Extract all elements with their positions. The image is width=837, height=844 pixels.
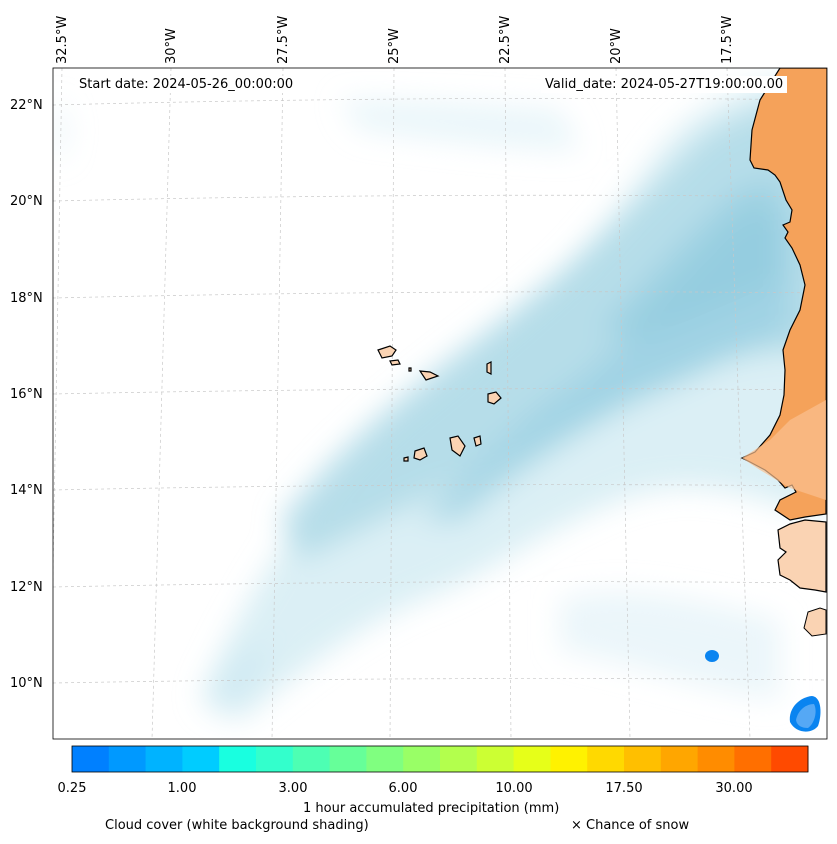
colorbar-tick-0-25: 0.25 [57, 781, 87, 796]
colorbar-tick-10-00: 10.00 [495, 781, 533, 796]
cape-verde-islands [377, 345, 502, 462]
island-santiago [449, 435, 466, 457]
colorbar-frame [71, 745, 809, 773]
colorbar-segment-17 [697, 746, 735, 772]
map-frame [52, 67, 828, 740]
start-date-label: Start date: 2024-05-26_00:00:00 [75, 76, 298, 93]
colorbar-segment-14 [587, 746, 625, 772]
precipitation-colorbar [72, 746, 809, 772]
colorbar-segment-18 [734, 746, 772, 772]
lat-label-12n: 12°N [10, 580, 43, 595]
colorbar-tick-30-00: 30.00 [715, 781, 753, 796]
lat-label-20n: 20°N [10, 194, 43, 209]
island-sao-nicolau [418, 370, 440, 381]
island-sao-vicente [389, 359, 401, 366]
island-santa-luzia [408, 367, 412, 372]
lat-label-18n: 18°N [10, 291, 43, 306]
colorbar-segment-2 [145, 746, 183, 772]
lon-label-25w: 25°W [387, 28, 402, 64]
colorbar-tick-3-00: 3.00 [278, 781, 308, 796]
precip-blob-core [796, 704, 816, 728]
lat-label-16n: 16°N [10, 387, 43, 402]
lat-label-14n: 14°N [10, 483, 43, 498]
guinea-islands [803, 607, 827, 637]
colorbar-segment-7 [329, 746, 367, 772]
colorbar-segment-10 [440, 746, 478, 772]
colorbar-segment-11 [476, 746, 515, 772]
colorbar-segment-15 [624, 746, 662, 772]
map-gridlines [53, 68, 827, 739]
island-boa-vista [487, 391, 502, 405]
island-fogo [413, 447, 428, 461]
valid-date-label: Valid_date: 2024-05-27T19:00:00.00 [541, 76, 788, 93]
colorbar-segment-0 [72, 746, 110, 772]
island-maio [473, 435, 482, 447]
island-santo-antao [377, 345, 397, 359]
colorbar-tick-1-00: 1.00 [167, 781, 197, 796]
precipitation-areas [705, 650, 821, 732]
lat-label-22n: 22°N [10, 98, 43, 113]
colorbar-tick-17-50: 17.50 [605, 781, 643, 796]
island-brava [403, 456, 409, 462]
precip-blob-small [705, 650, 719, 662]
colorbar-segment-19 [771, 746, 809, 772]
lon-label-17-5w: 17.5°W [720, 15, 735, 64]
colorbar-segment-8 [366, 746, 404, 772]
island-sal [486, 361, 492, 375]
colorbar-segment-12 [513, 746, 551, 772]
snow-chance-caption: × Chance of snow [571, 818, 690, 833]
cloud-cover-caption: Cloud cover (white background shading) [105, 818, 369, 833]
colorbar-segment-4 [219, 746, 257, 772]
lon-label-22-5w: 22.5°W [498, 15, 513, 64]
colorbar-segment-1 [108, 746, 147, 772]
cloud-cover-shading [55, 70, 827, 720]
lon-label-32-5w: 32.5°W [55, 15, 70, 64]
colorbar-segment-16 [660, 746, 699, 772]
colorbar-label: 1 hour accumulated precipitation (mm) [303, 801, 560, 816]
lon-label-20w: 20°W [609, 28, 624, 64]
senegal-inland [742, 400, 826, 500]
lat-label-10n: 10°N [10, 676, 43, 691]
lon-label-30w: 30°W [164, 28, 179, 64]
africa-landmass [740, 68, 827, 521]
colorbar-segment-13 [550, 746, 588, 772]
colorbar-segment-6 [292, 746, 331, 772]
colorbar-tick-6-00: 6.00 [388, 781, 418, 796]
lon-label-27-5w: 27.5°W [276, 15, 291, 64]
guinea-bissau-land [777, 519, 827, 593]
colorbar-segment-5 [256, 746, 294, 772]
colorbar-segment-3 [182, 746, 220, 772]
colorbar-segment-9 [403, 746, 441, 772]
